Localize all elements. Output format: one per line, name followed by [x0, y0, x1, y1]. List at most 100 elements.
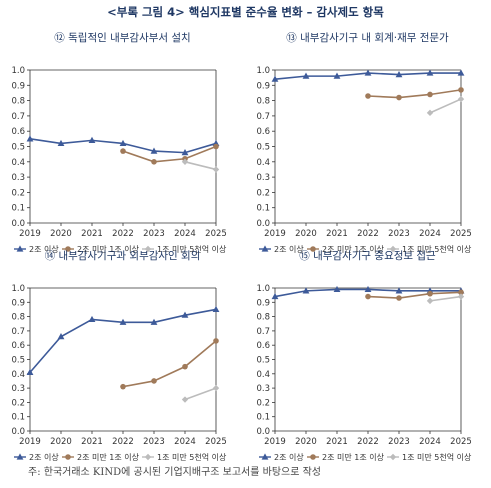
y-tick-label: 0.0: [256, 427, 270, 437]
y-tick-label: 0.2: [11, 398, 25, 408]
y-tick-label: 1.0: [11, 66, 25, 76]
y-tick-label: 0.4: [11, 158, 25, 168]
legend-marker-2: [65, 454, 71, 460]
y-tick-label: 0.4: [11, 370, 25, 380]
y-tick-label: 0.5: [256, 143, 270, 153]
line-chart: 0.0 0.1 0.2 0.3 0.4 0.5 0.6 0.7 0.8 0.9 1.0 2019 202…: [11, 66, 227, 254]
chart-title: ⑬ 내부감사기구 내 회계·재무 전문가: [286, 32, 449, 44]
y-tick-label: 0.5: [256, 356, 270, 366]
data-point-series-1: [333, 72, 341, 79]
data-point-series-1: [302, 287, 310, 294]
legend-label: 2조 미만 1조 이상: [77, 452, 140, 462]
y-tick-label: 0.1: [256, 413, 270, 423]
chart-title: ⑮ 내부감사기구 중요정보 접근: [299, 250, 436, 262]
data-point-series-1: [88, 315, 96, 323]
line-chart: 0.0 0.1 0.2 0.3 0.4 0.5 0.6 0.7 0.8 0.9 1.0 2019 202…: [256, 284, 472, 462]
y-tick-label: 0.3: [11, 173, 25, 183]
x-tick-label: 2024: [419, 229, 441, 239]
data-point-series-2: [427, 91, 433, 98]
legend-marker-1: [261, 245, 269, 252]
series-line-3: [429, 295, 462, 302]
x-tick-label: 2022: [112, 229, 134, 239]
data-point-series-3: [426, 297, 434, 305]
x-tick-label: 2025: [205, 229, 227, 239]
y-tick-label: 0.5: [11, 143, 25, 153]
data-point-series-1: [57, 333, 65, 340]
x-tick-label: 2021: [81, 437, 103, 447]
data-point-series-1: [364, 69, 372, 76]
y-tick-label: 0.8: [256, 97, 270, 107]
y-tick-label: 0.8: [11, 313, 25, 323]
legend-label: 1조 미만 5천억 이상: [402, 244, 472, 254]
x-tick-label: 2024: [174, 229, 196, 239]
series-line-3: [184, 387, 217, 401]
data-point-series-3: [181, 158, 189, 165]
data-point-series-2: [365, 293, 371, 300]
x-tick-label: 2025: [450, 437, 472, 447]
y-tick-label: 0.7: [256, 112, 270, 122]
x-tick-label: 2020: [50, 229, 72, 239]
y-tick-label: 1.0: [256, 284, 270, 294]
y-tick-label: 0.0: [256, 219, 270, 229]
x-tick-label: 2019: [19, 437, 41, 447]
x-tick-label: 2022: [112, 437, 134, 447]
data-point-series-2: [396, 295, 402, 301]
x-tick-label: 2020: [295, 229, 317, 239]
data-point-series-1: [26, 135, 34, 142]
data-point-series-1: [26, 368, 34, 375]
data-point-series-1: [181, 149, 189, 156]
data-point-series-3: [426, 109, 434, 117]
chart-panel-independent-audit-dept: ⑫ 독립적인 내부감사부서 설치 0.0 0.1 0.2 0.3 0.4 0.5 0.6 0.…: [0, 30, 245, 270]
data-point-series-3: [212, 166, 220, 173]
data-point-series-2: [427, 290, 433, 297]
chart-panel-info-access: ⑮ 내부감사기구 중요정보 접근 0.0 0.1 0.2 0.3 0.4 0.5 0.6 0.…: [245, 248, 490, 488]
y-tick-label: 0.6: [11, 127, 25, 137]
y-tick-label: 0.7: [11, 327, 25, 337]
data-point-series-2: [120, 383, 126, 390]
data-point-series-1: [119, 318, 127, 325]
x-tick-label: 2023: [143, 437, 165, 447]
y-tick-label: 0.9: [11, 298, 25, 308]
x-tick-label: 2021: [326, 229, 348, 239]
data-point-series-2: [396, 94, 402, 101]
legend-marker-1: [16, 453, 24, 460]
x-tick-label: 2022: [357, 229, 379, 239]
series-line-2: [367, 89, 462, 99]
legend-marker-1: [261, 453, 269, 460]
legend-marker-3: [389, 245, 397, 253]
y-tick-label: 1.0: [11, 284, 25, 294]
x-tick-label: 2025: [205, 437, 227, 447]
data-point-series-1: [395, 70, 403, 78]
data-point-series-1: [271, 292, 279, 300]
data-point-series-1: [212, 305, 220, 313]
x-tick-label: 2020: [50, 437, 72, 447]
legend-label: 1조 미만 5천억 이상: [157, 452, 227, 462]
data-point-series-2: [213, 338, 219, 344]
data-point-series-1: [181, 311, 189, 318]
y-tick-label: 0.3: [11, 384, 25, 394]
legend-label: 2조 이상: [29, 244, 59, 254]
y-tick-label: 0.0: [11, 219, 25, 229]
legend-label: 2조 이상: [274, 452, 304, 462]
series-line-3: [429, 98, 462, 114]
y-tick-label: 0.1: [11, 413, 25, 423]
legend-label: 2조 이상: [274, 244, 304, 254]
data-point-series-1: [302, 72, 310, 79]
legend-marker-2: [65, 246, 71, 252]
data-point-series-1: [57, 139, 65, 147]
series-line-3: [184, 161, 217, 171]
y-tick-label: 0.6: [256, 127, 270, 137]
y-tick-label: 0.6: [11, 341, 25, 351]
chart-panel-accounting-expert: ⑬ 내부감사기구 내 회계·재무 전문가 0.0 0.1 0.2 0.3 0.4 0.5 0…: [245, 30, 490, 270]
legend-marker-2: [310, 454, 316, 460]
data-point-series-1: [150, 318, 158, 325]
y-tick-label: 0.8: [11, 97, 25, 107]
data-point-series-1: [88, 136, 96, 143]
legend-label: 2조 미만 1조 이상: [77, 244, 140, 254]
x-tick-label: 2021: [81, 229, 103, 239]
legend-label: 2조 미만 1조 이상: [322, 452, 385, 462]
y-tick-label: 0.9: [11, 81, 25, 91]
data-point-series-3: [457, 293, 465, 300]
x-tick-label: 2022: [357, 437, 379, 447]
line-chart: 0.0 0.1 0.2 0.3 0.4 0.5 0.6 0.7 0.8 0.9 1.0 2019 202…: [11, 284, 227, 462]
